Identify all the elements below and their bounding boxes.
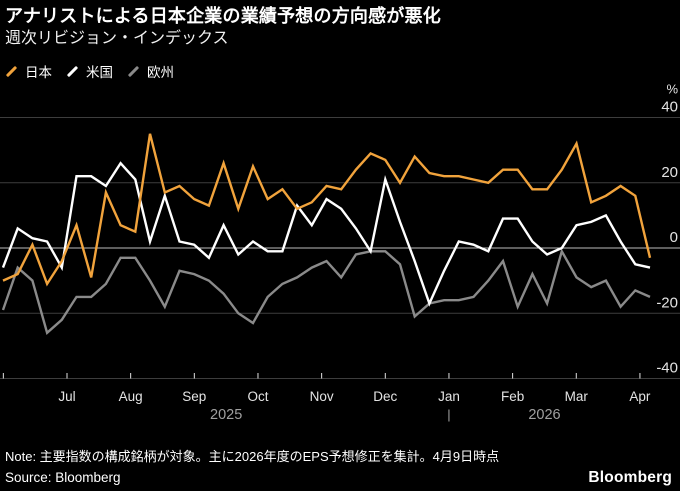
x-axis-label-Dec: Dec [373, 389, 397, 404]
x-axis-label-Jan: Jan [438, 389, 460, 404]
chart-title: アナリストによる日本企業の業績予想の方向感が悪化 [5, 6, 441, 26]
legend-item-europe: 欧州 [127, 61, 174, 81]
europe-line-swatch-icon [127, 65, 140, 77]
y-axis-label--40: -40 [656, 360, 678, 377]
series-line-米国 [1, 161, 651, 307]
x-axis-label-Sep: Sep [182, 389, 206, 404]
y-axis-label-20: 20 [661, 164, 678, 181]
y-axis-unit-label: % [666, 82, 678, 97]
chart-header: アナリストによる日本企業の業績予想の方向感が悪化 週次リビジョン・インデックス [5, 5, 675, 49]
x-axis-label-Mar: Mar [565, 389, 589, 404]
x-axis-label-Apr: Apr [629, 389, 651, 404]
year-label-2025: 2025 [210, 407, 242, 423]
x-axis-label-Aug: Aug [119, 389, 143, 404]
legend-item-japan: 日本 [5, 61, 52, 81]
x-axis-label-Jul: Jul [58, 389, 75, 404]
y-axis-label-40: 40 [661, 99, 678, 116]
x-axis-label-Oct: Oct [247, 389, 268, 404]
series-line-日本 [2, 133, 652, 287]
footnote: Note: 主要指数の構成銘柄が対象。主に2026年度のEPS予想修正を集計。4… [5, 449, 500, 464]
us-line-swatch-icon [66, 65, 79, 77]
x-axis-label-Nov: Nov [310, 389, 334, 404]
legend-label-europe: 欧州 [147, 65, 174, 80]
x-axis-label-Feb: Feb [501, 389, 524, 404]
series-line-欧州 [1, 248, 651, 335]
year-divider: | [447, 407, 450, 422]
bloomberg-logo: Bloomberg [588, 469, 672, 486]
y-axis-label--20: -20 [656, 294, 678, 311]
legend-label-us: 米国 [86, 65, 113, 80]
legend-item-us: 米国 [66, 61, 113, 81]
legend-label-japan: 日本 [25, 65, 52, 80]
year-label-2026: 2026 [528, 407, 560, 423]
chart-footer: Note: 主要指数の構成銘柄が対象。主に2026年度のEPS予想修正を集計。4… [5, 448, 675, 487]
y-axis-label-0: 0 [670, 229, 678, 246]
chart-subtitle: 週次リビジョン・インデックス [5, 30, 229, 47]
chart-legend: 日本 米国 欧州 [5, 61, 174, 81]
japan-line-swatch-icon [5, 65, 18, 77]
source-line: Source: Bloomberg [5, 470, 121, 485]
